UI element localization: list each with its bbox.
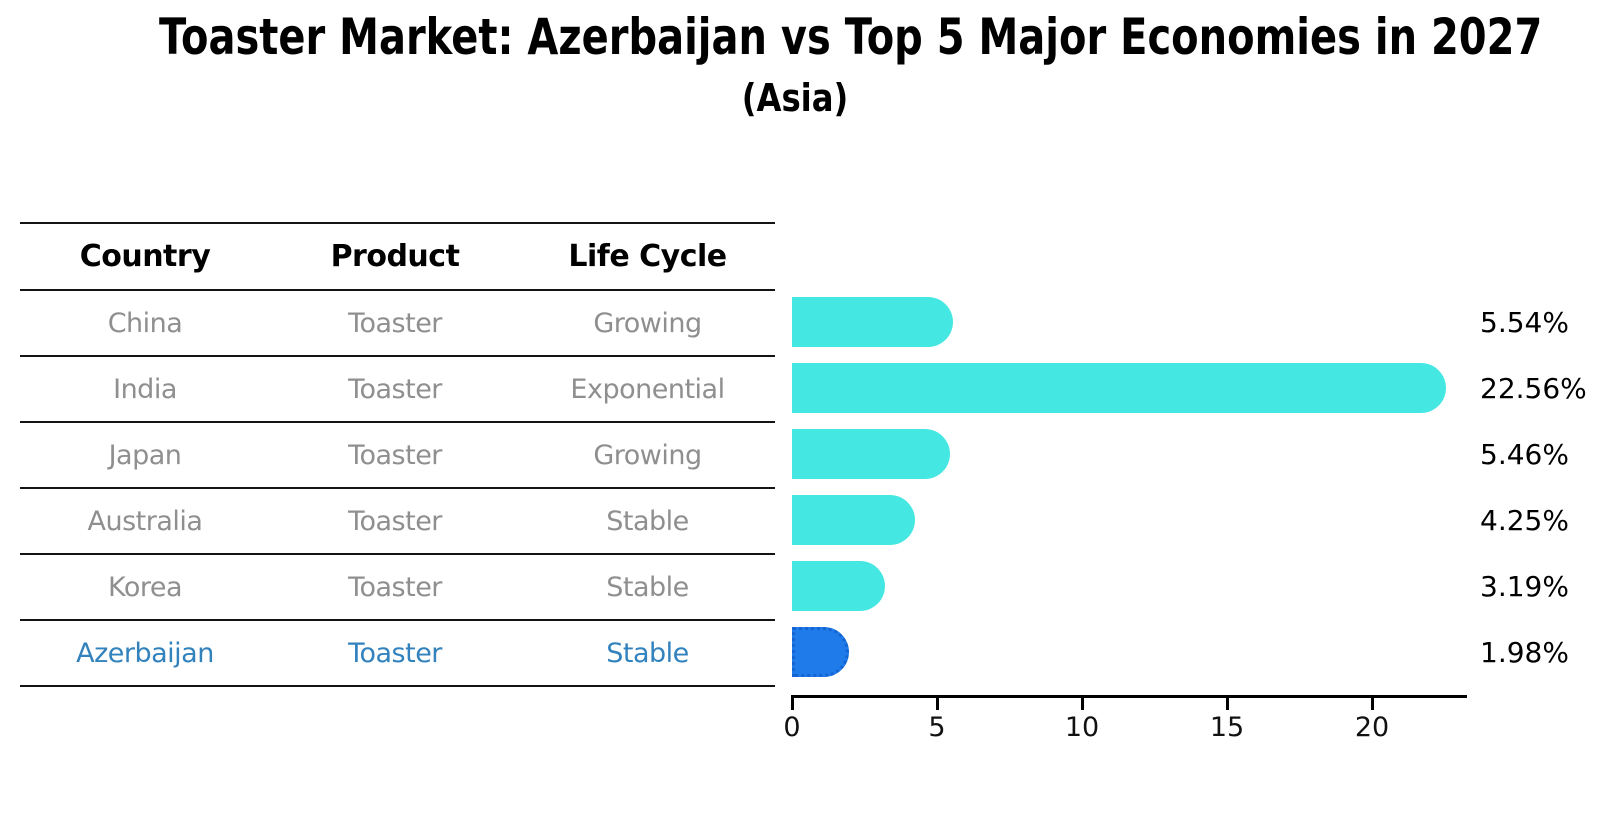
- country-table: Country Product Life Cycle China Toaster…: [20, 222, 775, 687]
- cell-country: China: [107, 307, 183, 339]
- bar-korea: [792, 561, 885, 611]
- bar-australia: [792, 495, 915, 545]
- column-header-product: Product: [330, 239, 460, 274]
- cell-country: Japan: [108, 439, 182, 471]
- bar-value-label: 3.19%: [1480, 569, 1569, 603]
- x-axis-tick: [791, 697, 794, 710]
- cell-product: Toaster: [348, 439, 442, 471]
- table-row-azerbaijan: Azerbaijan Toaster Stable: [20, 621, 775, 687]
- cell-product: Toaster: [348, 505, 442, 537]
- cell-country: India: [113, 373, 177, 405]
- x-axis-tick: [1081, 697, 1084, 710]
- cell-life-cycle: Stable: [606, 505, 689, 537]
- bar-azerbaijan: [792, 627, 849, 677]
- bar-value-label: 5.46%: [1480, 437, 1569, 471]
- cell-country: Australia: [87, 505, 203, 537]
- x-axis-line: [791, 695, 1467, 698]
- bar-value-label: 4.25%: [1480, 503, 1569, 537]
- cell-life-cycle: Stable: [606, 571, 689, 603]
- cell-product: Toaster: [348, 373, 442, 405]
- cell-life-cycle: Exponential: [570, 373, 725, 405]
- cell-life-cycle: Stable: [606, 637, 689, 669]
- cell-product: Toaster: [348, 307, 442, 339]
- chart-title: Toaster Market: Azerbaijan vs Top 5 Majo…: [159, 8, 1543, 66]
- bar-japan: [792, 429, 950, 479]
- table-row-japan: Japan Toaster Growing: [20, 423, 775, 489]
- table-row-korea: Korea Toaster Stable: [20, 555, 775, 621]
- cell-life-cycle: Growing: [593, 439, 702, 471]
- bar-india: [792, 363, 1446, 413]
- x-axis-tick-label: 5: [928, 712, 946, 743]
- x-axis-tick: [1226, 697, 1229, 710]
- cell-product: Toaster: [348, 571, 442, 603]
- table-row-australia: Australia Toaster Stable: [20, 489, 775, 555]
- bar-china: [792, 297, 953, 347]
- table-header-row: Country Product Life Cycle: [20, 224, 775, 291]
- column-header-life-cycle: Life Cycle: [568, 239, 727, 274]
- bar-value-label: 5.54%: [1480, 305, 1569, 339]
- x-axis-tick-label: 10: [1064, 712, 1100, 743]
- cell-country: Korea: [107, 571, 183, 603]
- cell-life-cycle: Growing: [593, 307, 702, 339]
- table-row-india: India Toaster Exponential: [20, 357, 775, 423]
- x-axis-tick-label: 0: [783, 712, 801, 743]
- bar-value-label: 22.56%: [1480, 371, 1587, 405]
- x-axis-tick-label: 20: [1354, 712, 1390, 743]
- cell-product: Toaster: [348, 637, 442, 669]
- x-axis-tick: [936, 697, 939, 710]
- x-axis-tick: [1371, 697, 1374, 710]
- x-axis-tick-label: 15: [1209, 712, 1245, 743]
- table-row-china: China Toaster Growing: [20, 291, 775, 357]
- cell-country: Azerbaijan: [76, 637, 214, 669]
- bar-value-label: 1.98%: [1480, 635, 1569, 669]
- chart-subtitle: (Asia): [741, 76, 849, 120]
- column-header-country: Country: [79, 239, 211, 274]
